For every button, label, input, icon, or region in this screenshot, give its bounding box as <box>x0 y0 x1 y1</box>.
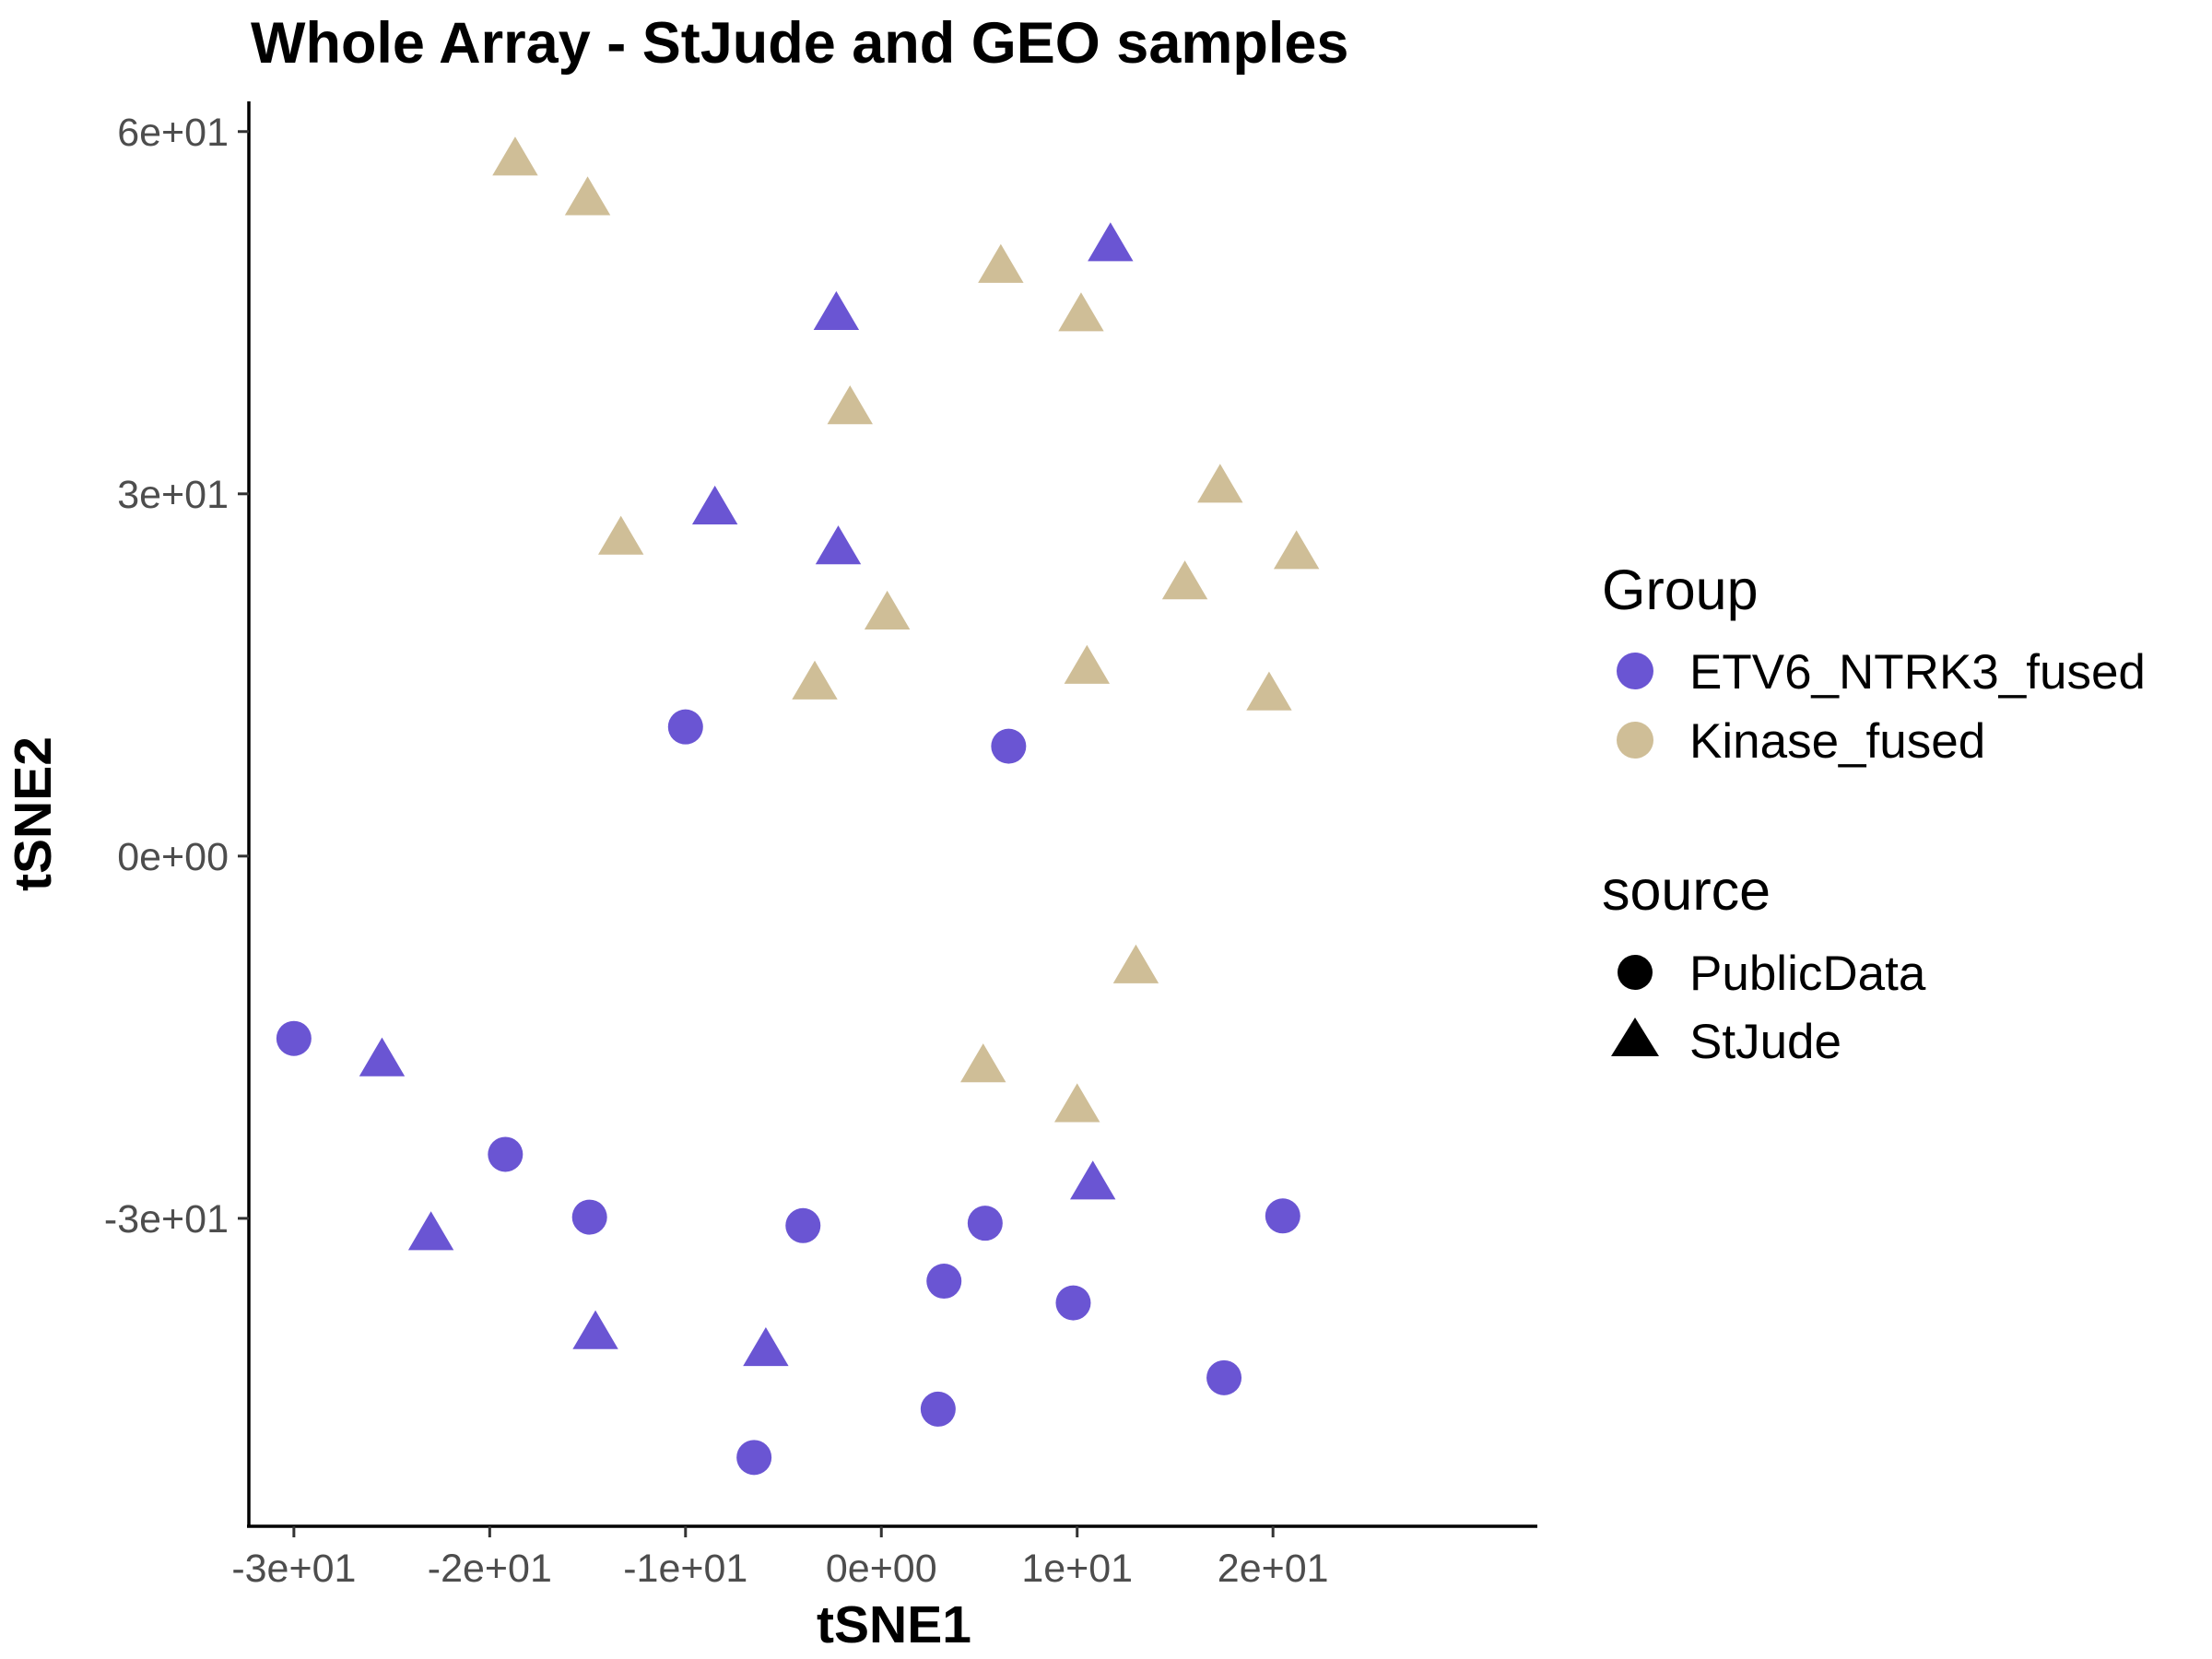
point-etv6-ntrk3-fused-publicdata <box>920 1391 956 1427</box>
legend-title-source: source <box>1602 859 1771 922</box>
y-axis-title: tSNE2 <box>4 736 63 891</box>
point-etv6-ntrk3-fused-stjude <box>1070 1160 1116 1200</box>
point-kinase-fused-stjude <box>827 385 873 425</box>
point-etv6-ntrk3-fused-publicdata <box>488 1136 524 1172</box>
point-etv6-ntrk3-fused-publicdata <box>736 1440 772 1476</box>
legend-key-stjude <box>1611 1018 1659 1056</box>
legend-key-etv6 <box>1617 653 1653 689</box>
x-tick-label: -2e+01 <box>428 1547 552 1591</box>
point-etv6-ntrk3-fused-publicdata <box>667 709 703 745</box>
x-axis-ticks: -3e+01 -2e+01 -1e+01 0e+00 1e+01 2e+01 <box>231 1526 1329 1591</box>
point-etv6-ntrk3-fused-publicdata <box>571 1199 607 1235</box>
point-etv6-ntrk3-fused-stjude <box>359 1037 406 1077</box>
point-kinase-fused-stjude <box>1112 944 1159 983</box>
point-kinase-fused-stjude <box>1273 530 1320 570</box>
point-kinase-fused-stjude <box>492 136 538 176</box>
legend-label-etv6: ETV6_NTRK3_fused <box>1689 645 2146 700</box>
point-kinase-fused-stjude <box>864 590 911 629</box>
legend-label-stjude: StJude <box>1689 1015 1841 1069</box>
point-etv6-ntrk3-fused-stjude <box>1088 222 1134 262</box>
legend-label-publicdata: PublicData <box>1689 947 1926 1001</box>
point-etv6-ntrk3-fused-stjude <box>743 1327 789 1367</box>
x-tick-label: 2e+01 <box>1218 1547 1329 1591</box>
point-etv6-ntrk3-fused-publicdata <box>967 1206 1003 1241</box>
point-kinase-fused-stjude <box>564 176 611 216</box>
point-etv6-ntrk3-fused-stjude <box>815 525 862 565</box>
y-tick-label: 0e+00 <box>117 835 229 879</box>
legend-key-kinase <box>1617 722 1653 759</box>
point-kinase-fused-stjude <box>1161 560 1208 600</box>
x-tick-label: 0e+00 <box>826 1547 937 1591</box>
y-axis-ticks: 6e+01 3e+01 0e+00 -3e+01 <box>104 111 249 1241</box>
point-kinase-fused-stjude <box>1064 644 1111 684</box>
point-etv6-ntrk3-fused-publicdata <box>785 1207 821 1243</box>
point-etv6-ntrk3-fused-stjude <box>691 485 738 524</box>
point-etv6-ntrk3-fused-publicdata <box>926 1264 962 1300</box>
x-tick-label: -3e+01 <box>231 1547 356 1591</box>
point-etv6-ntrk3-fused-publicdata <box>1206 1359 1242 1395</box>
point-etv6-ntrk3-fused-stjude <box>813 290 860 331</box>
x-tick-label: 1e+01 <box>1021 1547 1133 1591</box>
x-axis-title: tSNE1 <box>817 1595 971 1654</box>
point-kinase-fused-stjude <box>978 243 1024 283</box>
point-kinase-fused-stjude <box>1197 464 1243 503</box>
point-kinase-fused-stjude <box>960 1043 1006 1083</box>
point-etv6-ntrk3-fused-publicdata <box>1055 1285 1091 1321</box>
point-kinase-fused-stjude <box>792 660 838 700</box>
point-etv6-ntrk3-fused-stjude <box>407 1211 454 1251</box>
point-etv6-ntrk3-fused-publicdata <box>991 728 1027 764</box>
legend-title-group: Group <box>1602 559 1759 621</box>
y-tick-label: 3e+01 <box>117 473 229 517</box>
point-kinase-fused-stjude <box>1246 671 1292 711</box>
y-tick-label: -3e+01 <box>104 1197 229 1241</box>
legend: Group ETV6_NTRK3_fused Kinase_fused sour… <box>1602 559 2146 1069</box>
y-tick-label: 6e+01 <box>117 111 229 155</box>
point-etv6-ntrk3-fused-publicdata <box>276 1020 312 1056</box>
point-etv6-ntrk3-fused-publicdata <box>1265 1198 1300 1234</box>
chart-title: Whole Array - StJude and GEO samples <box>251 11 1348 76</box>
point-kinase-fused-stjude <box>1054 1083 1100 1123</box>
legend-key-publicdata <box>1618 955 1653 990</box>
point-kinase-fused-stjude <box>1058 292 1104 332</box>
point-etv6-ntrk3-fused-stjude <box>572 1310 618 1349</box>
x-tick-label: -1e+01 <box>623 1547 747 1591</box>
plot-area <box>276 136 1320 1476</box>
legend-label-kinase: Kinase_fused <box>1689 714 1985 769</box>
point-kinase-fused-stjude <box>597 515 644 555</box>
